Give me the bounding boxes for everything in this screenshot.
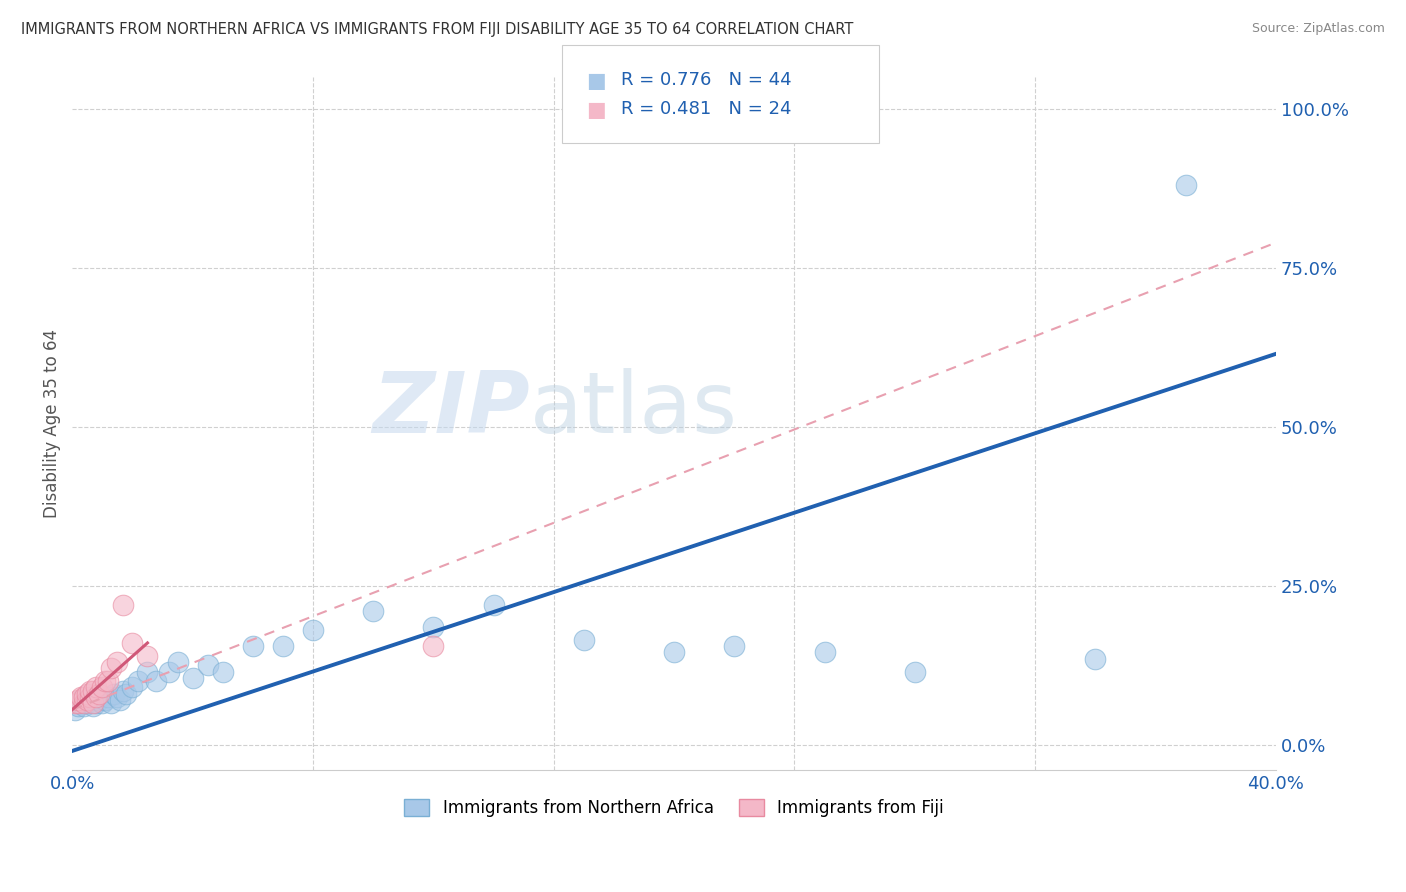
Point (105, 690, 128, 704)
Point (79, 696, 101, 710)
Point (89, 693, 111, 707)
Point (89, 690, 111, 704)
Point (73, 699, 96, 714)
Point (271, 639, 294, 653)
Text: ■: ■ (586, 71, 606, 91)
Text: R = 0.776   N = 44: R = 0.776 N = 44 (621, 71, 792, 89)
Point (84, 681, 107, 695)
Point (211, 665, 233, 679)
Point (73, 696, 96, 710)
Legend: Immigrants from Northern Africa, Immigrants from Fiji: Immigrants from Northern Africa, Immigra… (398, 792, 950, 824)
Point (94, 693, 117, 707)
Point (84, 696, 107, 710)
Point (76, 687, 98, 701)
Point (67, 699, 90, 714)
Point (94, 674, 117, 689)
Point (97, 674, 120, 689)
Point (121, 636, 143, 650)
Point (73, 690, 96, 704)
Point (145, 674, 167, 689)
Point (112, 598, 135, 612)
Point (482, 598, 505, 612)
Point (136, 648, 159, 663)
Point (67, 696, 90, 710)
Point (82, 693, 104, 707)
Point (91, 696, 114, 710)
Point (572, 632, 595, 647)
Text: IMMIGRANTS FROM NORTHERN AFRICA VS IMMIGRANTS FROM FIJI DISABILITY AGE 35 TO 64 : IMMIGRANTS FROM NORTHERN AFRICA VS IMMIG… (21, 22, 853, 37)
Point (76, 693, 98, 707)
Point (1084, 652, 1107, 666)
Point (127, 674, 149, 689)
Point (89, 687, 111, 701)
Point (1174, 178, 1197, 193)
Point (166, 655, 188, 669)
Point (103, 687, 125, 701)
Text: atlas: atlas (530, 368, 738, 451)
Point (65, 696, 87, 710)
Point (82, 696, 104, 710)
Point (70, 696, 93, 710)
Point (112, 683, 135, 698)
Point (723, 639, 745, 653)
Point (67, 693, 90, 707)
Text: ZIP: ZIP (373, 368, 530, 451)
Point (302, 624, 325, 638)
Point (82, 699, 104, 714)
Point (76, 696, 98, 710)
Point (84, 690, 107, 704)
Point (197, 658, 219, 673)
Point (904, 665, 927, 679)
Text: ■: ■ (586, 100, 606, 120)
Point (422, 620, 444, 634)
Point (422, 639, 444, 653)
Point (70, 693, 93, 707)
Y-axis label: Disability Age 35 to 64: Disability Age 35 to 64 (44, 329, 60, 518)
Point (813, 645, 835, 659)
Point (76, 693, 98, 707)
Point (115, 687, 138, 701)
Point (97, 690, 120, 704)
Point (242, 639, 264, 653)
Point (105, 655, 128, 669)
Point (82, 683, 104, 698)
Point (157, 665, 180, 679)
Point (79, 683, 101, 698)
Point (121, 681, 143, 695)
Point (91, 681, 114, 695)
Text: R = 0.481   N = 24: R = 0.481 N = 24 (621, 100, 792, 118)
Point (100, 696, 122, 710)
Point (136, 665, 159, 679)
Point (100, 661, 122, 675)
Text: Source: ZipAtlas.com: Source: ZipAtlas.com (1251, 22, 1385, 36)
Point (181, 671, 204, 685)
Point (70, 690, 93, 704)
Point (110, 693, 132, 707)
Point (79, 690, 101, 704)
Point (361, 604, 384, 618)
Point (662, 645, 685, 659)
Point (65, 703, 87, 717)
